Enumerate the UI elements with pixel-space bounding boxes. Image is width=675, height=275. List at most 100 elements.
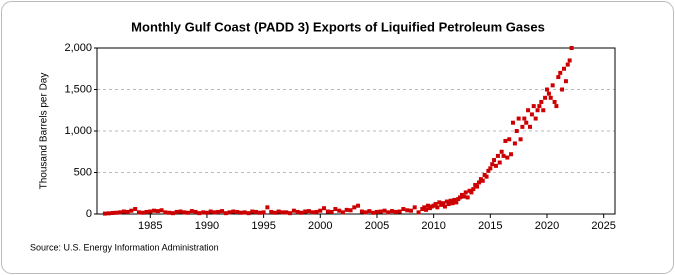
point — [303, 209, 308, 214]
point — [178, 209, 183, 214]
point — [552, 99, 557, 104]
y-tick-label: 500 — [74, 166, 92, 178]
point — [518, 137, 523, 142]
point — [163, 210, 168, 215]
point — [507, 137, 512, 142]
point — [306, 209, 311, 214]
y-tick-label: 2,000 — [64, 42, 92, 54]
point — [535, 108, 540, 113]
point — [546, 91, 551, 96]
point — [543, 95, 548, 100]
point — [152, 208, 157, 213]
x-tick-label: 2010 — [421, 220, 445, 232]
point — [550, 83, 555, 88]
point — [458, 195, 463, 200]
point — [212, 210, 217, 215]
point — [541, 108, 546, 113]
point — [140, 210, 145, 215]
point — [257, 210, 262, 215]
point — [554, 104, 559, 109]
point — [425, 203, 430, 208]
point — [454, 200, 459, 205]
point — [493, 163, 498, 168]
point — [461, 194, 466, 199]
point — [488, 166, 493, 171]
point — [567, 58, 572, 63]
point — [442, 204, 447, 209]
point — [348, 208, 353, 213]
point — [393, 209, 398, 214]
point — [186, 210, 191, 215]
point — [197, 211, 202, 216]
point — [492, 158, 497, 163]
point — [136, 210, 141, 215]
point — [486, 168, 491, 173]
point — [238, 210, 243, 215]
point — [522, 116, 527, 121]
point — [433, 202, 438, 207]
point — [371, 210, 376, 215]
point — [386, 210, 391, 215]
point — [565, 62, 570, 67]
point — [121, 209, 126, 214]
point — [537, 104, 542, 109]
point — [201, 210, 206, 215]
point — [437, 200, 442, 205]
x-tick-label: 2005 — [365, 220, 389, 232]
y-tick-label: 1,500 — [64, 83, 92, 95]
point — [539, 99, 544, 104]
point — [167, 210, 172, 215]
point — [450, 201, 455, 206]
point — [422, 205, 427, 210]
point — [497, 160, 502, 165]
point — [299, 210, 304, 215]
point — [512, 141, 517, 146]
point — [524, 120, 529, 125]
point — [352, 205, 357, 210]
point — [129, 208, 134, 213]
point — [435, 205, 440, 210]
point — [544, 87, 549, 92]
point — [463, 190, 468, 195]
point — [155, 209, 160, 214]
point — [526, 108, 531, 113]
point — [159, 208, 164, 213]
point — [170, 211, 175, 216]
point — [329, 209, 334, 214]
point — [441, 201, 446, 206]
point — [189, 209, 194, 214]
point — [246, 211, 251, 216]
x-tick-label: 2025 — [591, 220, 615, 232]
point — [110, 211, 115, 216]
point — [291, 208, 296, 213]
point — [480, 178, 485, 183]
point — [227, 210, 232, 215]
point — [310, 210, 315, 215]
point — [501, 153, 506, 158]
point — [318, 208, 323, 213]
point — [397, 209, 402, 214]
point — [133, 207, 138, 212]
point — [223, 211, 228, 216]
point — [569, 46, 574, 50]
point — [340, 210, 345, 215]
x-tick-label: 1985 — [138, 220, 162, 232]
point — [475, 184, 480, 189]
y-tick-label: 0 — [86, 208, 92, 220]
point — [322, 206, 327, 211]
point — [495, 153, 500, 158]
plot-area — [96, 47, 616, 215]
point — [174, 209, 179, 214]
point — [333, 207, 338, 212]
point — [527, 124, 532, 129]
point — [529, 112, 534, 117]
point — [261, 210, 266, 215]
point — [558, 70, 563, 75]
point — [284, 210, 289, 215]
point — [516, 116, 521, 121]
point — [484, 174, 489, 179]
point — [118, 210, 123, 215]
point — [204, 210, 209, 215]
point — [448, 198, 453, 203]
